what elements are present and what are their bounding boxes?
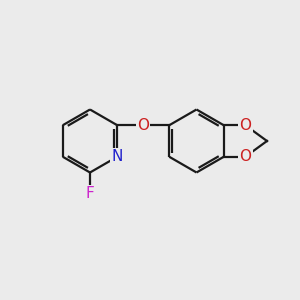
Text: O: O [239,149,251,164]
Text: O: O [137,118,149,133]
Text: F: F [85,186,94,201]
Text: O: O [239,118,251,133]
Text: N: N [112,149,123,164]
